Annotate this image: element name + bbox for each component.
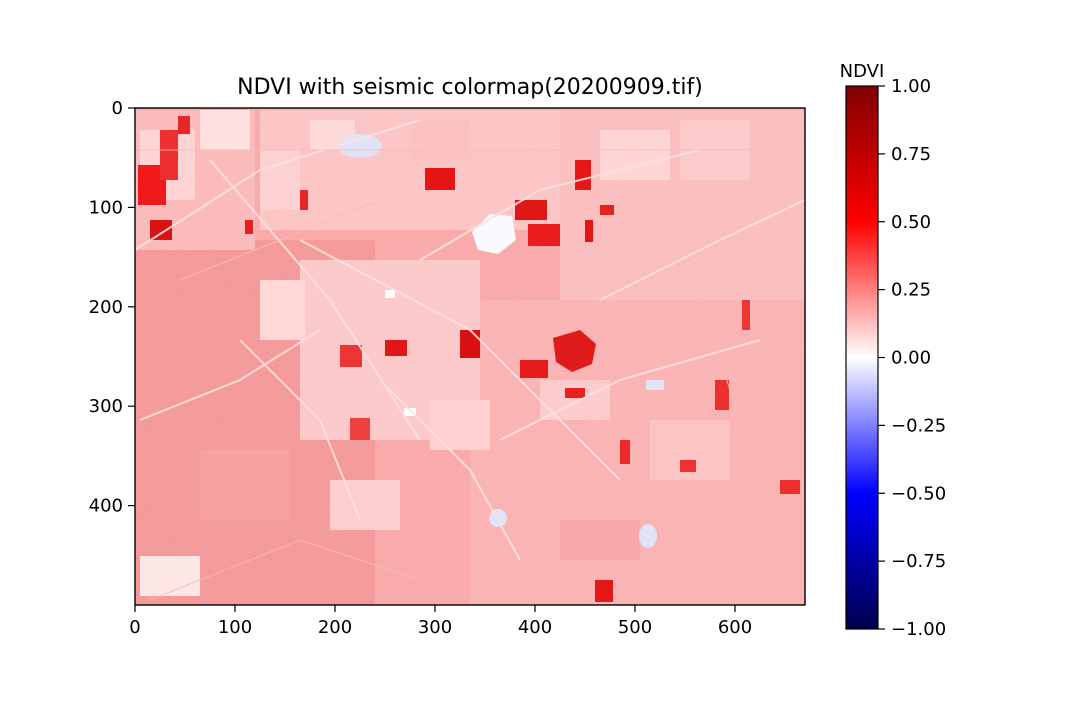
colorbar <box>845 85 879 630</box>
colorbar-tick-label: 0.25 <box>891 280 931 301</box>
y-tick-label: 400 <box>89 496 123 517</box>
colorbar-tick-label: 0.00 <box>891 348 931 369</box>
chart-title: NDVI with seismic colormap(20200909.tif) <box>237 75 703 100</box>
ndvi-heatmap-image <box>135 108 805 605</box>
colorbar-label: NDVI <box>840 61 885 82</box>
y-tick-label: 0 <box>112 98 123 119</box>
x-tick-label: 400 <box>518 617 552 638</box>
plot-frame <box>134 107 806 606</box>
x-tick-label: 300 <box>418 617 452 638</box>
x-tick-label: 100 <box>218 617 252 638</box>
colorbar-tick-label: −1.00 <box>891 619 946 640</box>
colorbar-axis: 1.00 0.75 0.50 0.25 0.00 −0.25 −0.50 −0.75 −1.00 <box>878 76 946 640</box>
colorbar-tick-label: −0.75 <box>891 551 946 572</box>
y-tick-label: 300 <box>89 396 123 417</box>
x-tick-label: 0 <box>129 617 140 638</box>
x-tick-label: 600 <box>718 617 752 638</box>
y-tick-label: 100 <box>89 197 123 218</box>
y-axis: 0 100 200 300 400 <box>89 98 135 517</box>
x-axis: 0 100 200 300 400 500 600 <box>129 605 752 638</box>
y-tick-label: 200 <box>89 297 123 318</box>
colorbar-tick-label: 1.00 <box>891 76 931 97</box>
colorbar-tick-label: 0.75 <box>891 144 931 165</box>
x-tick-label: 200 <box>318 617 352 638</box>
colorbar-tick-label: 0.50 <box>891 212 931 233</box>
colorbar-tick-label: −0.50 <box>891 483 946 504</box>
colorbar-tick-label: −0.25 <box>891 415 946 436</box>
x-tick-label: 500 <box>618 617 652 638</box>
